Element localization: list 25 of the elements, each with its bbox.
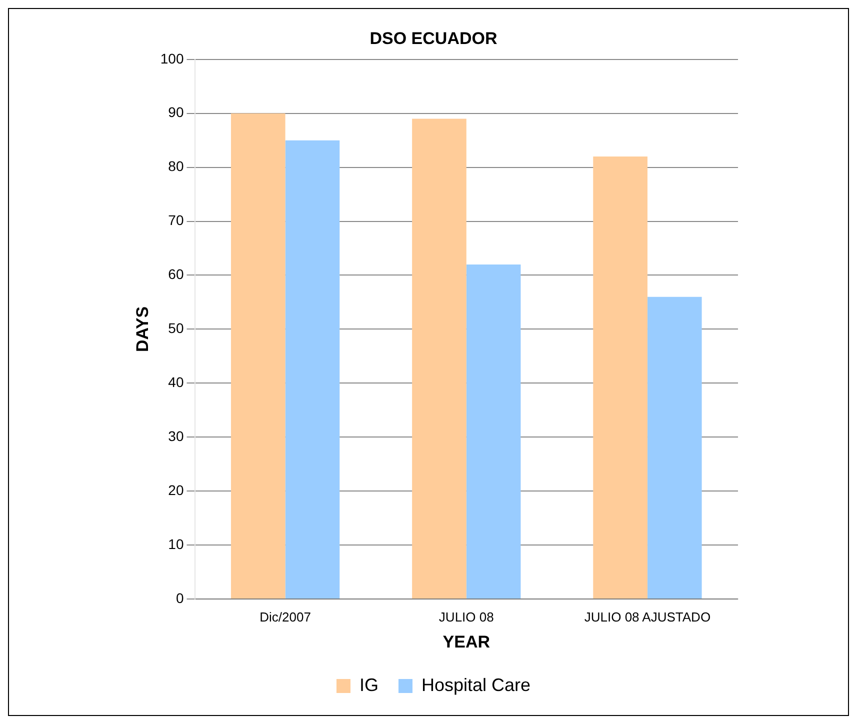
y-tick-label: 0 (176, 590, 184, 606)
y-tick-label: 60 (168, 266, 184, 282)
bar (593, 156, 648, 598)
legend-label: Hospital Care (421, 674, 531, 695)
y-tick-label: 50 (168, 320, 184, 336)
bar (285, 140, 340, 598)
legend-label: IG (359, 674, 378, 695)
bar (466, 264, 521, 598)
bar (230, 113, 286, 598)
y-tick-label: 30 (168, 428, 184, 444)
y-tick-label: 20 (168, 482, 184, 498)
x-tick-label: JULIO 08 (438, 609, 494, 624)
x-tick-label: JULIO 08 AJUSTADO (584, 609, 711, 624)
y-tick-label: 10 (168, 536, 184, 552)
y-tick-label: 80 (168, 158, 184, 174)
y-tick-label: 100 (160, 50, 184, 66)
bar (647, 296, 702, 598)
bar (412, 118, 466, 598)
y-tick-label: 70 (168, 212, 184, 228)
chart-title: DSO ECUADOR (370, 28, 498, 48)
y-axis-title: DAYS (132, 306, 152, 352)
x-tick-label: Dic/2007 (260, 609, 311, 624)
y-tick-label: 40 (168, 374, 184, 390)
x-axis-title: YEAR (442, 632, 490, 652)
y-tick-label: 90 (168, 104, 184, 120)
